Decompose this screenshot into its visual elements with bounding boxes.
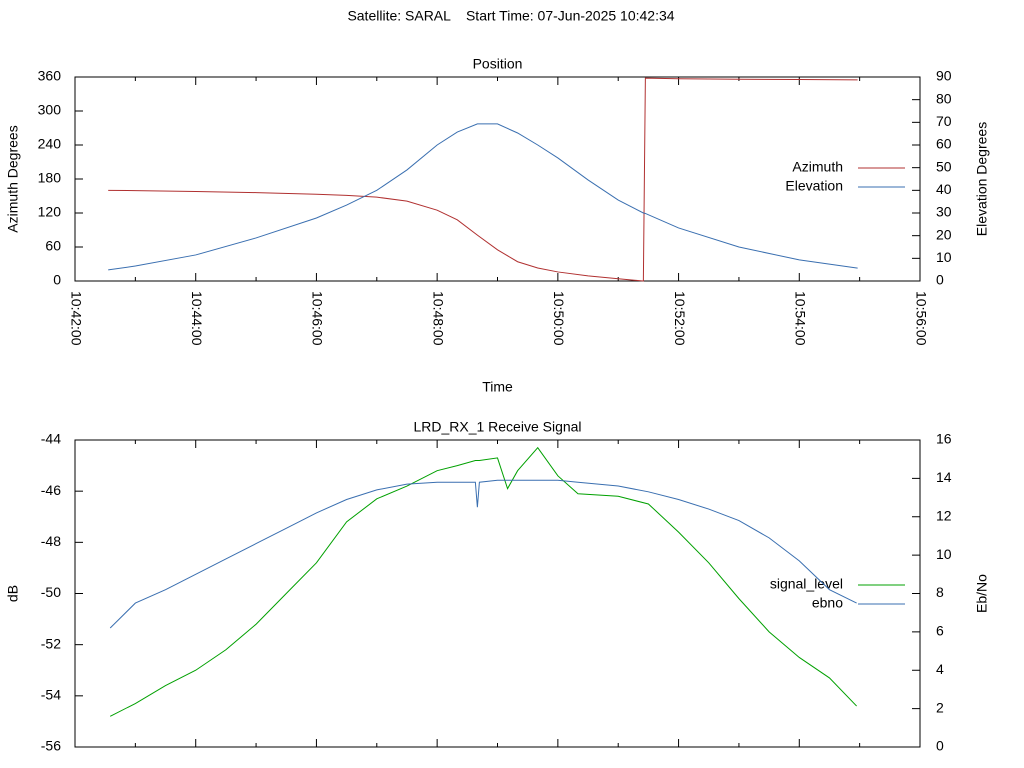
y-axis-label: dB [5,585,21,602]
y2-tick-label: 60 [936,136,952,152]
x-tick-label: 10:52:00 [672,291,688,346]
y2-tick-label: 50 [936,158,952,174]
y2-tick-label: 2 [936,699,944,715]
y-axis-label: Azimuth Degrees [5,125,21,232]
y2-tick-label: 8 [936,584,944,600]
plot-title: Position [473,56,523,72]
y-tick-label: -56 [41,738,61,754]
series-line [108,77,858,282]
y2-axis-label: Eb/No [974,574,990,613]
legend-label: Azimuth [792,159,843,175]
y2-tick-label: 70 [936,113,952,129]
x-axis-label: Time [482,379,513,395]
legend-label: ebno [812,595,843,611]
y2-tick-label: 14 [936,469,952,485]
series-line [109,479,857,629]
y-tick-label: -52 [41,635,61,651]
y-tick-label: 0 [53,272,61,288]
x-tick-label: 10:50:00 [551,291,567,346]
series-line [109,446,857,717]
y-tick-label: -54 [41,687,61,703]
y-tick-label: -48 [41,533,61,549]
y2-tick-label: 0 [936,738,944,754]
plot-title: LRD_RX_1 Receive Signal [413,419,581,435]
y2-tick-label: 10 [936,249,952,265]
x-tick-label: 10:44:00 [189,291,205,346]
plot-border [74,439,921,748]
y-tick-label: -50 [41,584,61,600]
x-tick-label: 10:48:00 [430,291,446,346]
x-tick-label: 10:46:00 [310,291,326,346]
x-tick-label: 10:56:00 [913,291,929,346]
series-line [108,123,858,271]
y-tick-label: 240 [38,136,62,152]
y-tick-label: -44 [41,431,61,447]
y-tick-label: 300 [38,102,62,118]
y2-tick-label: 0 [936,272,944,288]
y2-tick-label: 20 [936,226,952,242]
page-title: Satellite: SARAL Start Time: 07-Jun-2025… [347,8,674,24]
y-tick-label: 120 [38,204,62,220]
y2-tick-label: 90 [936,68,952,84]
x-tick-label: 10:42:00 [68,291,84,346]
y-tick-label: 60 [45,238,61,254]
y-tick-label: 360 [38,68,62,84]
y-tick-label: -46 [41,482,61,498]
y2-axis-label: Elevation Degrees [974,122,990,236]
y2-tick-label: 12 [936,507,952,523]
y-tick-label: 180 [38,170,62,186]
legend-label: signal_level [770,576,843,592]
y2-tick-label: 4 [936,661,944,677]
y2-tick-label: 10 [936,546,952,562]
y2-tick-label: 80 [936,90,952,106]
y2-tick-label: 40 [936,181,952,197]
y2-tick-label: 16 [936,431,952,447]
legend-label: Elevation [785,178,843,194]
y2-tick-label: 30 [936,204,952,220]
y2-tick-label: 6 [936,623,944,639]
x-tick-label: 10:54:00 [793,291,809,346]
